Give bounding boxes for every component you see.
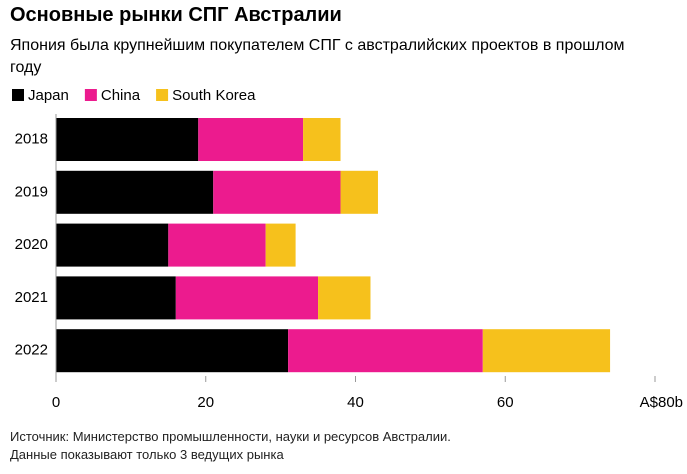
- y-tick-label: 2018: [15, 130, 48, 147]
- bar-segment: [168, 223, 266, 267]
- bar-segment: [56, 118, 199, 161]
- bar-segment: [340, 170, 378, 214]
- legend-swatch: [12, 89, 24, 101]
- legend-label: China: [101, 87, 141, 104]
- bar-segment: [318, 276, 371, 320]
- chart-title: Основные рынки СПГ Австралии: [10, 4, 342, 26]
- y-tick-label: 2019: [15, 183, 48, 200]
- bar-segment: [303, 118, 341, 161]
- bar-segment: [56, 329, 289, 373]
- bar-segment: [56, 223, 169, 267]
- legend-label: Japan: [28, 87, 69, 104]
- legend-swatch: [84, 89, 97, 101]
- bar-segment: [288, 329, 483, 373]
- x-tick-label: 0: [52, 394, 60, 411]
- legend-label: South Korea: [172, 87, 256, 104]
- bar-segment: [56, 170, 214, 214]
- x-tick-label: 20: [197, 394, 214, 411]
- y-tick-label: 2020: [15, 236, 48, 253]
- y-tick-label: 2021: [15, 289, 48, 306]
- legend-swatch: [156, 89, 169, 101]
- bar-segment: [175, 276, 319, 320]
- x-tick-label: 40: [347, 394, 364, 411]
- bar-segment: [56, 276, 176, 320]
- x-tick-label: A$80b: [640, 394, 683, 411]
- bar-segment: [482, 329, 611, 373]
- source: Источник: Министерство промышленности, н…: [10, 429, 451, 444]
- bar-segment: [213, 170, 341, 214]
- y-tick-label: 2022: [15, 342, 48, 359]
- x-tick-label: 60: [497, 394, 514, 411]
- chart-subtitle: Япония была крупнейшим покупателем СПГ с…: [10, 37, 625, 76]
- note: Данные показывают только 3 ведущих рынка: [10, 447, 284, 462]
- bar-segment: [198, 118, 304, 161]
- bar-segment: [265, 223, 296, 267]
